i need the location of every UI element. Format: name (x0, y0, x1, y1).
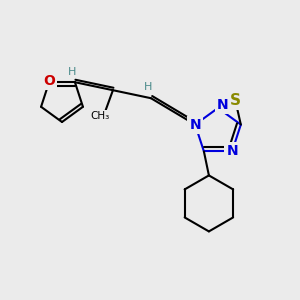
Text: N: N (217, 98, 229, 112)
Text: H: H (68, 67, 76, 77)
Text: CH₃: CH₃ (90, 111, 110, 121)
Text: N: N (189, 118, 201, 132)
Text: O: O (43, 74, 55, 88)
Text: S: S (230, 93, 241, 108)
Text: N: N (226, 144, 238, 158)
Text: H: H (230, 97, 238, 107)
Text: H: H (144, 82, 152, 92)
